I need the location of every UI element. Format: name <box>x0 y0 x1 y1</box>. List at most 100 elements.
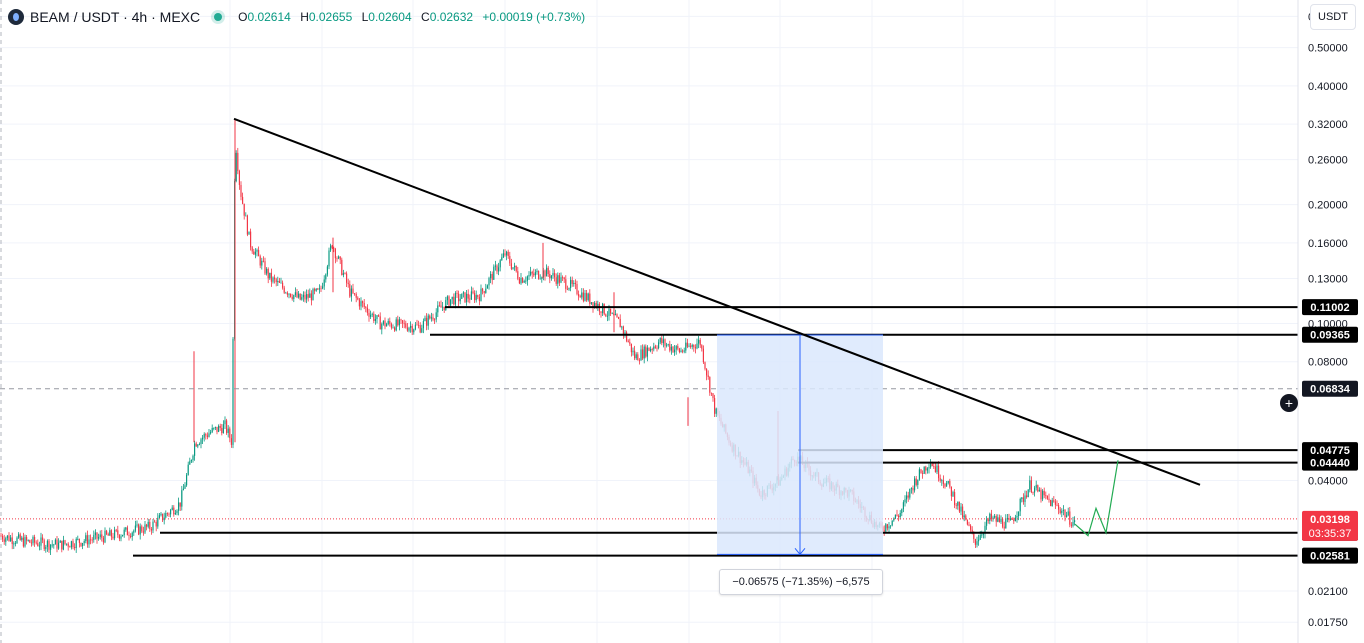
candle-body <box>642 349 644 359</box>
level-tag-0.11002: 0.11002 <box>1310 302 1349 314</box>
candle-body <box>259 256 261 266</box>
candle-body <box>474 293 476 301</box>
candle-body <box>6 535 8 539</box>
candle-body <box>1072 521 1074 526</box>
candle-body <box>69 546 71 548</box>
crosshair-tag-bg <box>1302 380 1358 397</box>
candle-body <box>64 540 66 544</box>
candle-body <box>117 530 119 535</box>
candle-body <box>99 534 101 538</box>
ohlc-readout: O0.02614 H0.02655 L0.02604 C0.02632 +0.0… <box>238 10 591 24</box>
candle-body <box>157 517 159 527</box>
candle-body <box>710 392 712 394</box>
candle-body <box>219 425 221 428</box>
candle-body <box>101 534 103 538</box>
candle-body <box>310 293 312 301</box>
candle-body <box>549 273 551 279</box>
candle-body <box>168 513 170 515</box>
candle-body <box>24 537 26 547</box>
candle-body <box>115 529 117 531</box>
candle-body <box>694 347 696 349</box>
candle-body <box>275 279 277 283</box>
candle-body <box>464 292 466 303</box>
candle-body <box>546 267 548 277</box>
candle-body <box>317 288 319 290</box>
candle-body <box>288 293 290 295</box>
candle-body <box>355 293 357 298</box>
high-value: 0.02655 <box>308 10 353 24</box>
candle-body <box>494 265 496 267</box>
candle-body <box>386 324 388 327</box>
candle-body <box>1010 518 1012 520</box>
high-label: H <box>300 10 309 24</box>
candle-body <box>677 346 679 349</box>
add-alert-plus-icon[interactable]: + <box>1280 394 1298 412</box>
currency-button[interactable]: USDT <box>1310 4 1356 30</box>
candle-body <box>982 533 984 535</box>
candle-body <box>525 280 527 282</box>
candle-body <box>104 530 106 543</box>
candle-body <box>435 312 437 320</box>
candle-body <box>1011 518 1013 520</box>
candle-body <box>98 537 100 539</box>
candle-body <box>1019 498 1021 512</box>
candle-body <box>968 524 970 526</box>
candle-body <box>226 420 228 433</box>
candle-body <box>966 519 968 525</box>
candles <box>0 118 1076 555</box>
candle-body <box>893 518 895 521</box>
candle-body <box>45 546 47 550</box>
candle-body <box>920 469 922 473</box>
symbol-title[interactable]: BEAM / USDT · 4h · MEXC <box>30 9 201 25</box>
candle-body <box>664 339 666 346</box>
candle-body <box>1037 485 1039 492</box>
candle-body <box>301 297 303 300</box>
candle-body <box>222 424 224 434</box>
candle-body <box>675 346 677 350</box>
candle-body <box>218 425 220 432</box>
symbol-header: BEAM / USDT · 4h · MEXC O0.02614 H0.0265… <box>8 6 591 28</box>
candle-body <box>656 347 658 349</box>
candle-body <box>627 340 629 343</box>
candle-body <box>278 280 280 283</box>
candle-body <box>374 319 376 321</box>
candle-body <box>707 375 709 377</box>
candle-body <box>389 320 391 324</box>
candle-body <box>238 170 240 185</box>
candle-body <box>691 344 693 347</box>
candle-body <box>224 420 226 425</box>
candle-body <box>630 343 632 353</box>
candle-body <box>118 534 120 539</box>
close-label: C <box>421 10 430 24</box>
candle-body <box>339 256 341 260</box>
candle-body <box>170 509 172 515</box>
candle-body <box>362 301 364 304</box>
candle-body <box>123 529 125 535</box>
candle-body <box>994 516 996 518</box>
candle-body <box>470 291 472 300</box>
candle-body <box>5 538 7 542</box>
candle-body <box>326 266 328 275</box>
candle-body <box>930 463 932 468</box>
candle-body <box>899 513 901 518</box>
candle-body <box>291 296 293 299</box>
candle-body <box>405 323 407 328</box>
candle-body <box>434 319 436 321</box>
price-axis: 0.600000.500000.400000.320000.260000.200… <box>1297 0 1364 643</box>
candle-body <box>107 534 109 536</box>
candle-body <box>338 256 340 259</box>
candle-body <box>346 273 348 283</box>
candle-body <box>693 344 695 348</box>
last-price-tag: 0.03198 <box>1310 514 1350 526</box>
candle-body <box>886 524 888 529</box>
candle-body <box>1029 480 1031 490</box>
candle-body <box>1046 495 1048 499</box>
candle-body <box>382 320 384 324</box>
candle-body <box>125 527 127 530</box>
candle-body <box>202 437 204 440</box>
candle-body <box>262 260 264 262</box>
candle-body <box>1040 489 1042 500</box>
candle-body <box>173 507 175 515</box>
candle-body <box>149 521 151 530</box>
